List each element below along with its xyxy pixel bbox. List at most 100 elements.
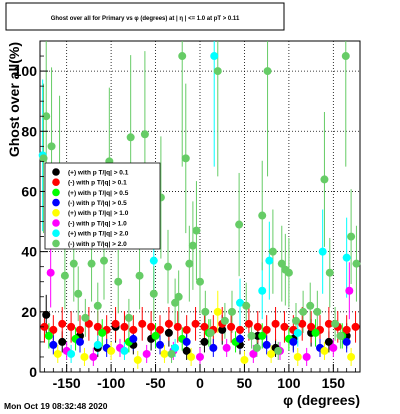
data-point: [313, 307, 322, 316]
legend-marker: [52, 168, 60, 176]
data-point: [277, 259, 286, 268]
data-point: [49, 325, 58, 334]
legend-marker: [52, 239, 60, 248]
data-point: [164, 328, 173, 337]
data-point: [98, 328, 107, 337]
data-point: [252, 343, 261, 352]
data-point: [81, 313, 90, 322]
data-point: [42, 112, 51, 121]
x-tick-label: 0: [196, 375, 204, 391]
x-tick-label: -150: [53, 375, 81, 391]
data-point: [187, 352, 196, 361]
data-point: [69, 259, 78, 268]
data-point: [302, 352, 311, 361]
data-point: [220, 316, 229, 325]
data-point: [58, 319, 67, 328]
data-point: [299, 307, 308, 316]
data-point: [60, 271, 69, 280]
data-point: [311, 328, 320, 337]
x-tick-label: -100: [97, 375, 125, 391]
legend-label: (-) with p T/|q| > 1.0: [68, 220, 127, 227]
data-point: [124, 313, 133, 322]
data-point: [253, 322, 262, 331]
data-point: [342, 253, 351, 262]
data-point: [126, 133, 135, 142]
data-point: [347, 232, 356, 241]
data-point: [325, 268, 334, 277]
data-point: [185, 259, 194, 268]
data-point: [174, 292, 183, 301]
legend: (+) with p T/|q| > 0.1 (-) with p T/|q| >…: [44, 162, 161, 250]
data-point: [80, 352, 89, 361]
data-point: [206, 328, 215, 337]
data-point: [114, 277, 123, 286]
title-box: [5, 2, 285, 31]
data-point: [271, 319, 280, 328]
data-point: [147, 322, 156, 331]
data-point: [307, 322, 316, 331]
legend-box: [44, 162, 161, 250]
data-point: [289, 337, 298, 346]
data-point: [236, 334, 244, 343]
data-point: [40, 322, 49, 331]
data-point: [120, 346, 129, 355]
data-point: [318, 247, 327, 256]
data-point: [249, 349, 258, 358]
x-tick-label: 50: [237, 375, 253, 391]
data-point: [178, 52, 187, 61]
data-point: [329, 343, 338, 352]
data-point: [100, 256, 108, 265]
data-point: [182, 325, 191, 334]
data-point: [120, 322, 129, 331]
data-point: [135, 271, 144, 280]
data-point: [67, 349, 76, 358]
data-point: [151, 331, 160, 340]
data-point: [67, 322, 76, 331]
data-point: [58, 337, 67, 346]
data-point: [140, 130, 149, 139]
data-point: [336, 331, 345, 340]
data-point: [47, 142, 56, 151]
data-point: [320, 346, 329, 355]
data-point: [89, 352, 98, 361]
legend-marker: [52, 178, 60, 186]
legend-label: (-) with p T/|q| > 0.1: [68, 180, 127, 187]
data-point: [188, 241, 197, 250]
data-point: [200, 322, 209, 331]
data-point: [93, 340, 102, 349]
data-point: [209, 343, 218, 352]
data-point: [196, 352, 204, 361]
legend-marker: [52, 229, 60, 237]
data-point: [324, 319, 333, 328]
data-point: [76, 337, 84, 346]
data-point: [167, 349, 176, 358]
data-point: [133, 355, 142, 364]
data-point: [93, 301, 102, 310]
data-point: [324, 337, 333, 346]
data-point: [240, 355, 249, 364]
data-point: [182, 346, 191, 355]
data-point: [192, 226, 201, 235]
data-point: [171, 298, 180, 307]
data-point: [347, 352, 356, 361]
data-point: [42, 310, 51, 319]
data-point: [191, 319, 200, 328]
legend-marker: [52, 188, 60, 197]
data-point: [171, 343, 180, 352]
y-tick-label: 40: [21, 244, 37, 260]
data-point: [306, 301, 315, 310]
chart-title: Ghost over all for Primary vs φ (degrees…: [51, 16, 240, 22]
y-tick-label: 100: [14, 63, 38, 79]
y-tick-label: 80: [21, 123, 37, 139]
data-point: [39, 154, 48, 163]
data-point: [258, 286, 267, 295]
data-point: [213, 307, 222, 316]
legend-label: (-) with p T/|q| > 0.5: [68, 200, 127, 207]
data-point: [164, 319, 173, 328]
data-point: [284, 268, 293, 277]
data-point: [74, 289, 83, 298]
data-point: [218, 325, 227, 334]
data-point: [164, 262, 172, 271]
data-point: [93, 322, 102, 331]
data-point: [352, 259, 361, 268]
